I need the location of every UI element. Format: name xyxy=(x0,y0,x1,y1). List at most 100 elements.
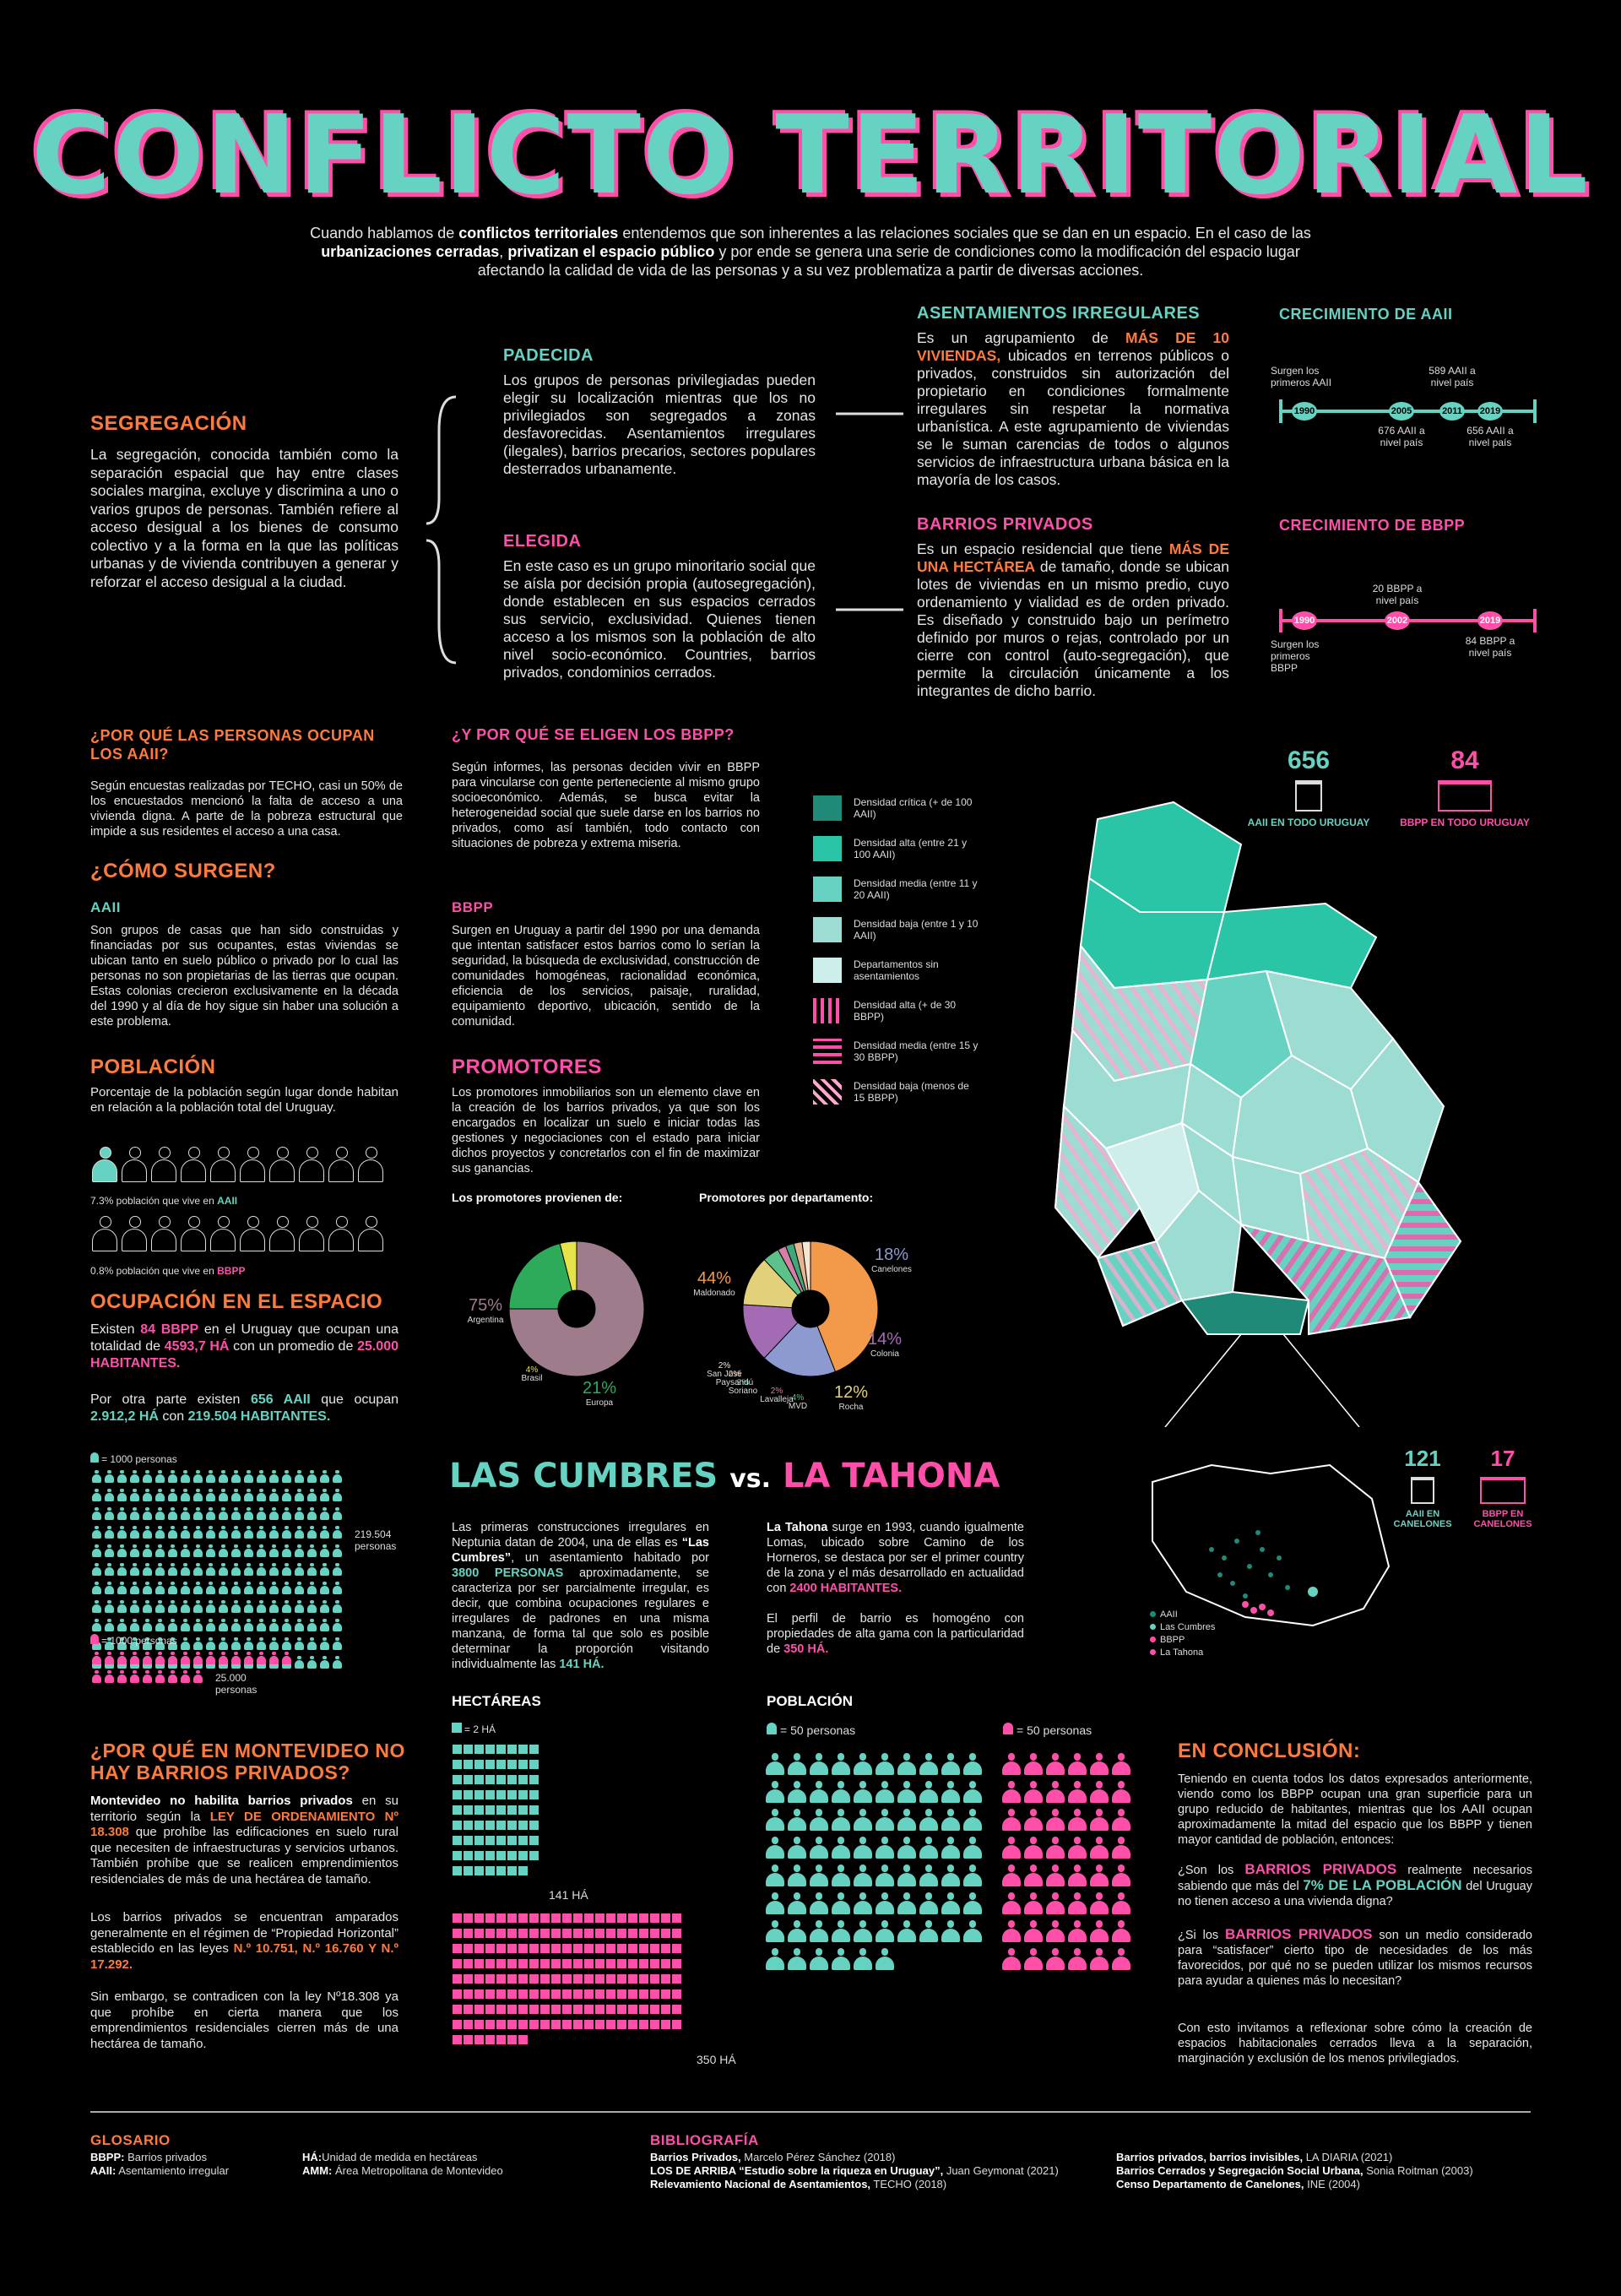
asentamientos-text: Es un agrupamiento de MÁS DE 10 VIVIENDA… xyxy=(917,329,1229,488)
person-icon xyxy=(117,1619,127,1631)
person-icon xyxy=(155,1507,165,1520)
person-icon xyxy=(244,1619,253,1631)
person-icon xyxy=(92,1489,101,1501)
hectare-square xyxy=(573,1913,583,1923)
person-icon xyxy=(269,1147,295,1182)
stat-can-aaii: 121 AAII EN CANELONES xyxy=(1393,1446,1452,1529)
ocupacion-heading: OCUPACIÓN EN EL ESPACIO xyxy=(90,1290,383,1313)
person-icon xyxy=(210,1147,236,1182)
person-icon xyxy=(766,1753,784,1775)
hectare-square xyxy=(496,2005,506,2014)
person-icon xyxy=(206,1619,215,1631)
person-icon xyxy=(155,1652,165,1664)
hectare-square xyxy=(496,1989,506,1999)
person-icon xyxy=(876,1948,894,1970)
hectare-square xyxy=(485,1913,495,1923)
person-icon xyxy=(919,1781,938,1803)
hectare-square xyxy=(453,1821,462,1830)
hectare-square xyxy=(606,1974,615,1984)
person-icon xyxy=(181,1600,190,1613)
person-icon xyxy=(117,1670,127,1683)
person-icon xyxy=(117,1600,127,1613)
hectare-square xyxy=(672,1959,681,1968)
person-icon xyxy=(181,1637,190,1650)
hectareas-heading: HECTÁREAS xyxy=(452,1693,541,1709)
hectare-square xyxy=(573,1944,583,1953)
person-icon xyxy=(269,1489,279,1501)
person-icon xyxy=(766,1892,784,1914)
person-icon xyxy=(320,1600,329,1613)
person-icon xyxy=(193,1563,203,1576)
person-icon xyxy=(122,1216,148,1251)
person-icon xyxy=(130,1637,139,1650)
person-icon xyxy=(151,1216,177,1251)
legend-swatch xyxy=(813,1039,842,1064)
hectare-square xyxy=(518,1944,528,1953)
hectare-square xyxy=(474,1745,484,1754)
person-icon xyxy=(219,1637,228,1650)
person-icon xyxy=(320,1526,329,1539)
pie-slice-argentina xyxy=(508,1240,645,1377)
person-icon xyxy=(295,1489,304,1501)
person-icon xyxy=(810,1948,828,1970)
person-icon xyxy=(1090,1809,1109,1831)
hectare-square xyxy=(485,1944,495,1953)
barrios-text: Es un espacio residencial que tiene MÁS … xyxy=(917,540,1229,699)
year-dot: 2019 xyxy=(1477,611,1503,630)
elegida-heading: ELEGIDA xyxy=(503,532,582,551)
person-icon xyxy=(181,1670,190,1683)
person-icon xyxy=(919,1892,938,1914)
person-icon xyxy=(193,1507,203,1520)
person-icon xyxy=(320,1563,329,1576)
hectare-square xyxy=(672,1974,681,1984)
hectare-square xyxy=(496,1790,506,1799)
montevideo-p1: Montevideo no habilita barrios privados … xyxy=(90,1794,398,1886)
person-icon xyxy=(269,1216,295,1251)
hectare-square xyxy=(474,2020,484,2029)
poblacion-bbpp-caption: 0.8% población que vive en BBPP xyxy=(90,1265,246,1277)
tahona-text-1: La Tahona surge en 1993, cuando igualmen… xyxy=(767,1521,1024,1595)
person-icon xyxy=(168,1670,177,1683)
poblacion2-unit-a: = 50 personas xyxy=(767,1723,855,1736)
person-icon xyxy=(117,1489,127,1501)
hectare-square xyxy=(496,1836,506,1845)
montevideo-p3: Sin embargo, se contradicen con la ley N… xyxy=(90,1989,398,2051)
hectare-square xyxy=(464,2035,473,2044)
map-legend: Densidad crítica (+ de 100 AAII) Densidad… xyxy=(813,794,982,1118)
person-icon xyxy=(766,1781,784,1803)
person-icon xyxy=(333,1544,342,1557)
hectare-square xyxy=(507,1944,517,1953)
hectare-square xyxy=(507,1866,517,1875)
person-icon xyxy=(181,1563,190,1576)
legend-item: Densidad crítica (+ de 100 AAII) xyxy=(813,794,982,822)
hectare-square xyxy=(485,1851,495,1860)
person-icon xyxy=(1090,1920,1109,1942)
pie-category-label: Colonia xyxy=(870,1349,899,1359)
hectare-square xyxy=(474,1821,484,1830)
inset-legend: AAII Las Cumbres BBPP La Tahona xyxy=(1150,1609,1215,1659)
padecida-heading: PADECIDA xyxy=(503,346,594,365)
hectare-square xyxy=(551,1989,561,1999)
como-aaii-text: Son grupos de casas que han sido constru… xyxy=(90,924,398,1029)
person-icon xyxy=(282,1470,291,1483)
person-icon xyxy=(1090,1781,1109,1803)
person-icon xyxy=(854,1753,872,1775)
person-icon xyxy=(766,1809,784,1831)
hectare-square xyxy=(453,1760,462,1769)
person-icon xyxy=(320,1637,329,1650)
person-icon xyxy=(143,1582,152,1594)
hectare-square xyxy=(617,1959,626,1968)
hectare-square xyxy=(584,1974,594,1984)
hectare-square xyxy=(464,1851,473,1860)
hectare-square xyxy=(529,1989,539,1999)
pie-value-label: 75% xyxy=(469,1296,502,1315)
person-icon xyxy=(897,1809,916,1831)
person-icon xyxy=(1090,1837,1109,1859)
hectare-square xyxy=(518,1959,528,1968)
person-icon xyxy=(333,1619,342,1631)
person-icon xyxy=(231,1544,241,1557)
person-icon xyxy=(876,1809,894,1831)
person-icon xyxy=(244,1563,253,1576)
hectare-square xyxy=(474,1929,484,1938)
person-icon xyxy=(897,1781,916,1803)
